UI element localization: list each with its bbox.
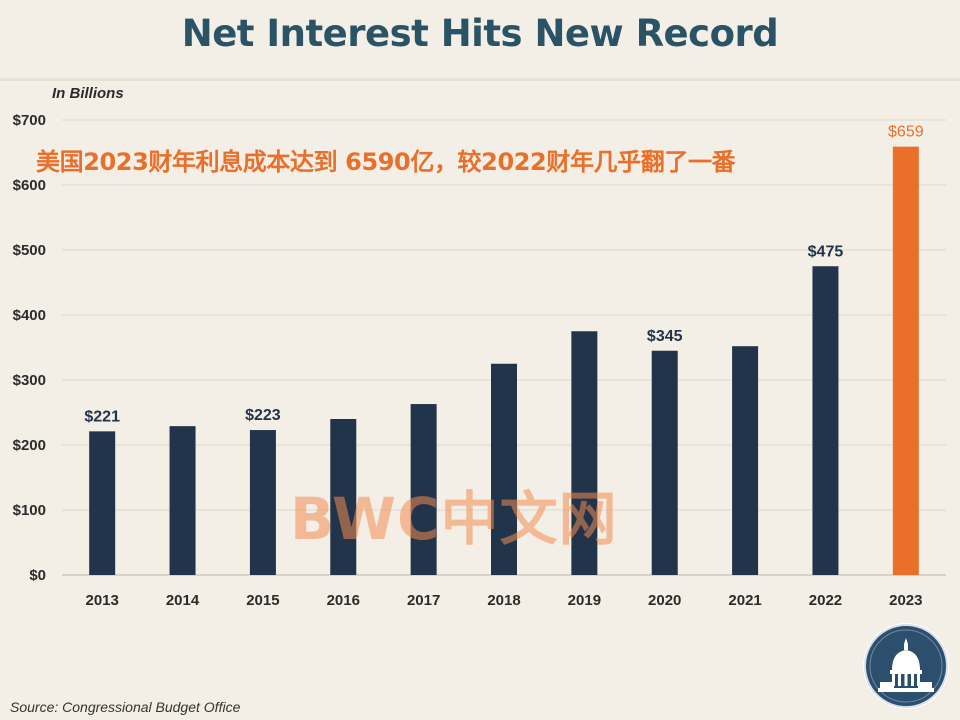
x-tick-label: 2017 [407, 592, 440, 609]
bar-2013 [89, 431, 116, 575]
bars [89, 146, 919, 575]
x-tick-label: 2019 [568, 592, 601, 609]
watermark: BWC中文网 [290, 485, 618, 553]
x-tick-labels: 2013 2014 2015 2016 2017 2018 2019 2020 2021 2022… [85, 592, 922, 609]
y-tick-label: $200 [13, 437, 46, 454]
y-tick-label: $0 [29, 567, 46, 584]
source-note: Source: Congressional Budget Office [10, 699, 241, 715]
data-labels: $221 $223 $345 $475 $659 [84, 124, 923, 426]
x-tick-label: 2018 [487, 592, 520, 609]
x-tick-label: 2015 [246, 592, 279, 609]
data-label-2013: $221 [84, 408, 120, 425]
bar-2021 [732, 346, 759, 575]
bar-2022 [812, 266, 839, 575]
x-tick-label: 2013 [85, 592, 118, 609]
bar-2015 [249, 430, 276, 575]
y-axis-unit-label: In Billions [52, 85, 124, 102]
bar-2016 [330, 419, 357, 575]
bar-2023 [892, 146, 919, 575]
y-tick-label: $300 [13, 372, 46, 389]
x-tick-label: 2014 [166, 592, 200, 609]
chart-subtitle: 美国2023财年利息成本达到 6590亿，较2022财年几乎翻了一番 [36, 148, 736, 176]
x-tick-label: 2022 [809, 592, 842, 609]
y-tick-label: $700 [13, 112, 46, 129]
data-label-2020: $345 [647, 328, 683, 345]
y-tick-label: $100 [13, 502, 46, 519]
y-tick-labels: $0 $100 $200 $300 $400 $500 $600 $700 [13, 112, 46, 584]
x-tick-label: 2020 [648, 592, 681, 609]
bar-2020 [651, 350, 678, 575]
capitol-seal-icon [863, 623, 949, 709]
data-label-2023: $659 [888, 124, 924, 141]
y-tick-label: $600 [13, 177, 46, 194]
data-label-2015: $223 [245, 407, 281, 424]
bar-2014 [169, 426, 196, 575]
y-tick-label: $400 [13, 307, 46, 324]
y-tick-label: $500 [13, 242, 46, 259]
title-divider [0, 78, 960, 81]
x-tick-label: 2016 [327, 592, 360, 609]
x-tick-label: 2021 [728, 592, 761, 609]
bar-2017 [410, 404, 437, 575]
x-tick-label: 2023 [889, 592, 922, 609]
bar-2019 [571, 331, 598, 575]
page-title: Net Interest Hits New Record [181, 12, 779, 55]
data-label-2022: $475 [808, 243, 844, 260]
bar-2018 [491, 363, 517, 575]
